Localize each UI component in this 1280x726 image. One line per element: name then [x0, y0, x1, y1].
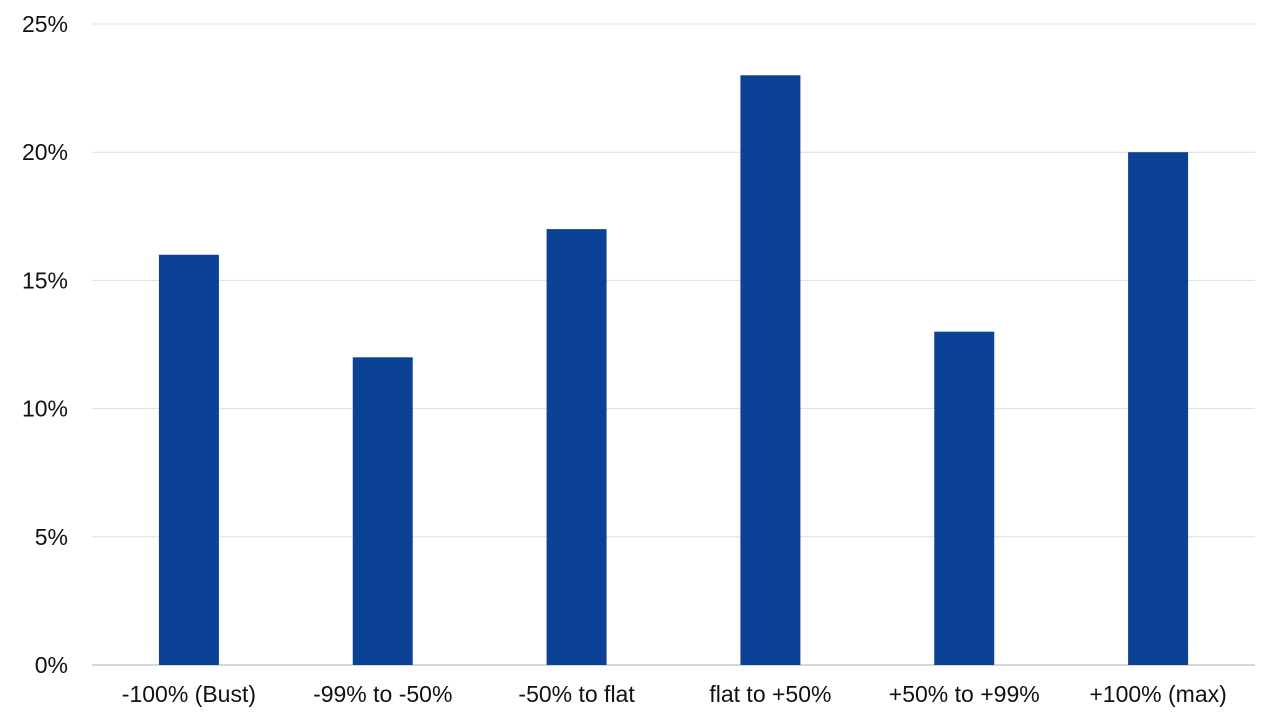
bar — [740, 75, 801, 665]
x-category-label: +100% (max) — [1089, 681, 1226, 707]
bar — [158, 254, 219, 665]
y-tick-label: 5% — [35, 524, 68, 550]
bars — [158, 75, 1189, 665]
x-category-label: -100% (Bust) — [122, 681, 256, 707]
y-tick-label: 20% — [22, 139, 68, 165]
y-tick-label: 15% — [22, 267, 68, 293]
x-category-label: +50% to +99% — [889, 681, 1040, 707]
y-tick-label: 0% — [35, 652, 68, 678]
x-category-label: -50% to flat — [518, 681, 635, 707]
gridlines — [92, 23, 1255, 666]
bar — [352, 357, 413, 665]
y-tick-label: 10% — [22, 396, 68, 422]
x-category-label: -99% to -50% — [313, 681, 452, 707]
y-axis-ticks: 0% 5% 10% 15% 20% 25% — [22, 11, 68, 678]
x-axis-labels: -100% (Bust) -99% to -50% -50% to flat flat… — [122, 681, 1227, 707]
x-category-label: flat to +50% — [709, 681, 831, 707]
bar — [1128, 152, 1189, 665]
y-tick-label: 25% — [22, 11, 68, 37]
bar — [934, 331, 995, 665]
bar — [546, 229, 607, 665]
